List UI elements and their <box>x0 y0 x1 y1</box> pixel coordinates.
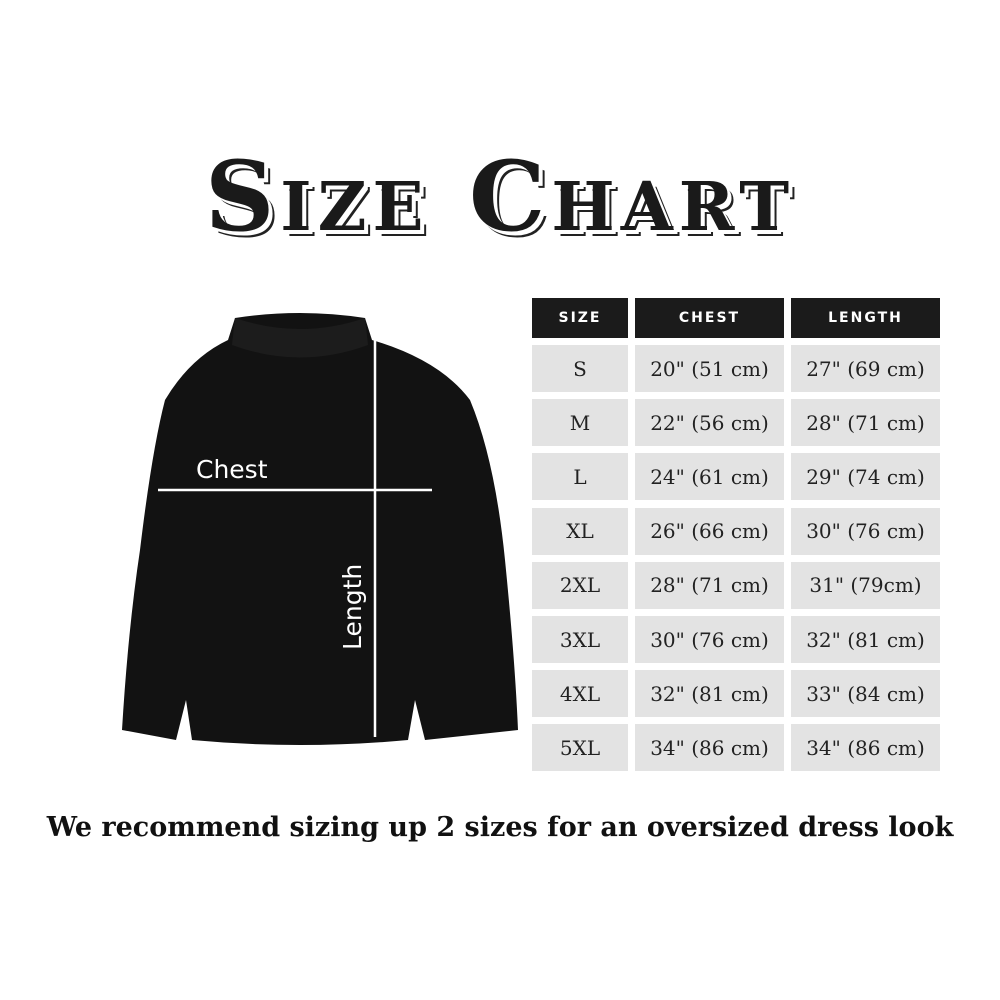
size-cell: 3XL <box>532 616 628 663</box>
length-cell: 29" (74 cm) <box>791 453 940 501</box>
sweatshirt-body <box>122 313 518 745</box>
chest-cell: 30" (76 cm) <box>635 616 784 663</box>
sweatshirt-collar <box>232 318 368 358</box>
size-cell: L <box>532 453 628 501</box>
chest-cell: 22" (56 cm) <box>635 399 784 447</box>
page-title: Size Chart <box>204 140 796 253</box>
length-cell: 31" (79cm) <box>791 561 940 609</box>
size-cell: 4XL <box>532 670 628 718</box>
length-cell: 30" (76 cm) <box>791 507 940 555</box>
chest-cell: 20" (51 cm) <box>635 345 784 392</box>
size-cell: M <box>532 399 628 447</box>
length-cell: 32" (81 cm) <box>791 616 940 663</box>
chest-cell: 32" (81 cm) <box>635 670 784 718</box>
size-cell: 2XL <box>532 561 628 609</box>
header-size: SIZE <box>532 298 628 338</box>
length-label: Length <box>338 563 367 650</box>
sizing-note: We recommend sizing up 2 sizes for an ov… <box>46 812 954 843</box>
chest-cell: 26" (66 cm) <box>635 507 784 555</box>
chest-cell: 28" (71 cm) <box>635 561 784 609</box>
chest-cell: 34" (86 cm) <box>635 724 784 772</box>
chest-cell: 24" (61 cm) <box>635 453 784 501</box>
header-chest: CHEST <box>635 298 784 338</box>
size-cell: XL <box>532 507 628 555</box>
length-cell: 34" (86 cm) <box>791 724 940 772</box>
header-length: LENGTH <box>791 298 940 338</box>
sweatshirt-illustration <box>122 313 518 745</box>
chest-label: Chest <box>196 455 268 484</box>
length-cell: 28" (71 cm) <box>791 399 940 447</box>
size-cell: 5XL <box>532 724 628 772</box>
size-cell: S <box>532 345 628 392</box>
length-cell: 33" (84 cm) <box>791 670 940 718</box>
length-cell: 27" (69 cm) <box>791 345 940 392</box>
